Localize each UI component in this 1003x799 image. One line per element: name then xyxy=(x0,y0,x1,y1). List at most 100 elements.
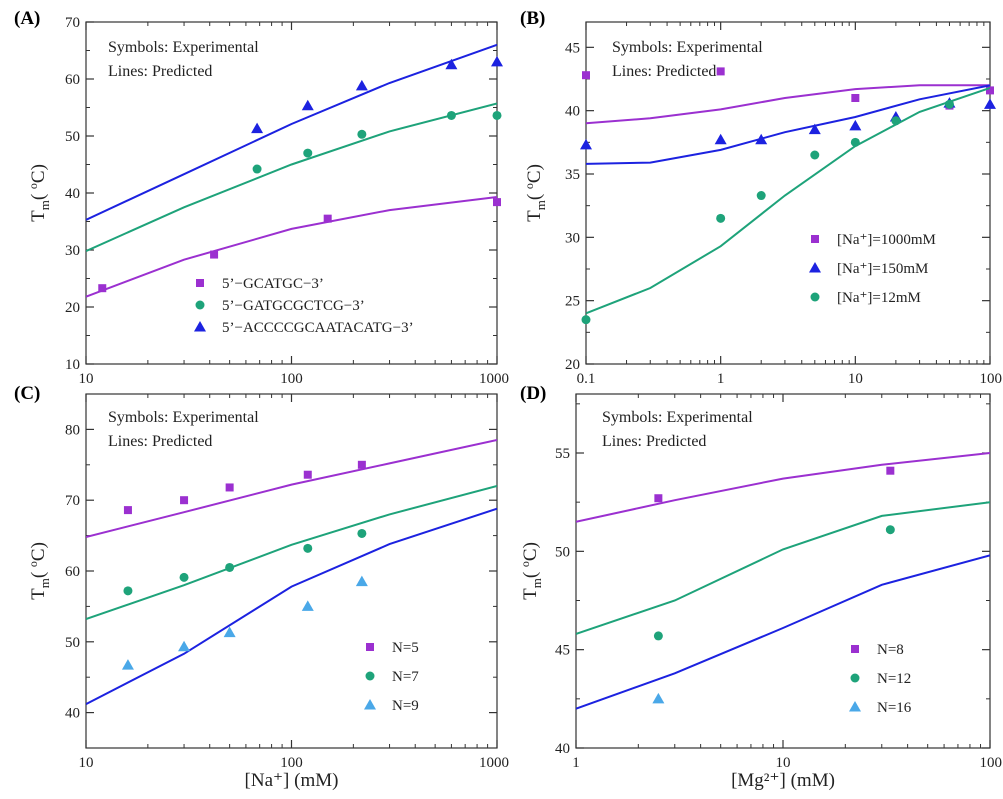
y-tick-label: 60 xyxy=(65,72,80,88)
data-point-series-3 xyxy=(178,640,191,652)
annotation-text: Symbols: Experimental xyxy=(602,409,753,426)
x-tick-label: 1 xyxy=(717,371,725,387)
panel-label: (D) xyxy=(520,383,546,404)
data-point-series-2 xyxy=(252,164,262,174)
y-tick-label: 70 xyxy=(65,493,80,509)
legend-marker xyxy=(196,279,204,287)
chart-panel-3: (C) 10 100 1000 40 50 60 70 80 Tm( oC) [Na⁺] (mM) S… xyxy=(14,383,509,791)
plot-frame xyxy=(585,21,991,365)
legend-marker xyxy=(364,699,376,710)
y-tick-label: 40 xyxy=(65,186,80,202)
data-point-series-3 xyxy=(301,99,314,111)
data-point-series-1 xyxy=(654,494,663,503)
y-tick-label: 50 xyxy=(555,544,570,560)
data-point-series-3 xyxy=(223,626,236,638)
data-point-series-3 xyxy=(491,55,503,67)
annotation-text: Lines: Predicted xyxy=(108,433,212,450)
panel-label: (A) xyxy=(14,8,40,29)
legend-marker xyxy=(811,235,819,243)
data-point-series-3 xyxy=(355,575,368,587)
data-point-series-3 xyxy=(850,137,860,147)
x-tick-label: 100 xyxy=(980,371,1003,387)
data-point-series-2 xyxy=(357,528,367,538)
y-tick-label: 45 xyxy=(565,40,580,56)
annotation-text: Symbols: Experimental xyxy=(612,39,763,56)
data-point-series-2 xyxy=(755,133,768,145)
data-point-series-3 xyxy=(891,116,901,126)
series-line-3 xyxy=(86,507,497,705)
data-point-series-1 xyxy=(357,460,366,469)
legend-label: N=8 xyxy=(877,642,904,658)
annotation-text: Lines: Predicted xyxy=(602,433,706,450)
data-point-series-3 xyxy=(652,692,665,704)
data-point-series-1 xyxy=(716,67,725,76)
series-line-3 xyxy=(576,554,990,710)
data-point-series-1 xyxy=(323,214,332,223)
y-axis-label: Tm( oC) xyxy=(522,164,548,222)
series-line-3 xyxy=(86,43,497,221)
data-point-series-3 xyxy=(445,58,458,70)
legend-label: N=5 xyxy=(392,640,419,656)
annotation-text: Symbols: Experimental xyxy=(108,39,259,56)
y-axis-label: Tm( oC) xyxy=(26,164,52,222)
data-point-series-1 xyxy=(225,483,234,492)
y-tick-label: 80 xyxy=(65,422,80,438)
x-tick-label: 100 xyxy=(280,755,303,771)
chart-panel-4: (D) 1 10 100 40 45 50 55 Tm( oC) [Mg²⁺] (mM) Symbo… xyxy=(518,383,1002,791)
y-tick-label: 60 xyxy=(65,564,80,580)
data-point-series-3 xyxy=(301,600,314,611)
x-axis-label: [Na⁺] (mM) xyxy=(245,770,339,791)
data-point-series-2 xyxy=(357,129,367,139)
data-point-series-1 xyxy=(493,198,501,207)
chart-panel-1: (A) 10 100 1000 10 20 30 40 50 60 70 Tm( oC) Symbols… xyxy=(14,8,509,387)
data-point-series-1 xyxy=(851,94,860,102)
series-line-1 xyxy=(586,84,990,125)
x-axis-label: [Mg²⁺] (mM) xyxy=(731,770,835,791)
x-tick-label: 0.1 xyxy=(577,371,596,387)
annotation-text: Lines: Predicted xyxy=(108,63,212,80)
data-point-series-1 xyxy=(986,86,994,95)
data-point-series-3 xyxy=(121,659,134,670)
data-point-series-2 xyxy=(179,572,189,582)
x-tick-label: 1000 xyxy=(479,371,509,387)
data-point-series-2 xyxy=(492,110,502,120)
y-tick-label: 20 xyxy=(565,357,580,373)
legend-label: [Na⁺]=12mM xyxy=(837,290,921,306)
legend-marker xyxy=(366,643,374,651)
y-tick-label: 25 xyxy=(565,294,580,310)
data-point-series-3 xyxy=(355,79,368,91)
data-point-series-1 xyxy=(180,496,189,505)
data-point-series-1 xyxy=(886,466,895,475)
data-point-series-2 xyxy=(808,123,821,135)
panel-label: (B) xyxy=(520,8,545,29)
series-line-1 xyxy=(86,196,497,298)
legend-label: 5’−ACCCCGCAATACATG−3’ xyxy=(222,320,414,336)
data-point-series-1 xyxy=(303,470,312,479)
annotation-text: Lines: Predicted xyxy=(612,63,716,80)
legend-marker xyxy=(809,262,821,273)
y-tick-label: 40 xyxy=(555,741,570,757)
y-tick-label: 50 xyxy=(65,635,80,651)
panel-label: (C) xyxy=(14,383,40,404)
legend-label: [Na⁺]=150mM xyxy=(837,261,928,277)
y-tick-label: 70 xyxy=(65,15,80,31)
data-point-series-3 xyxy=(716,213,726,223)
x-tick-label: 10 xyxy=(79,371,94,387)
y-tick-label: 40 xyxy=(565,104,580,120)
data-point-series-1 xyxy=(123,506,132,515)
x-tick-label: 1 xyxy=(572,755,580,771)
y-tick-label: 50 xyxy=(65,129,80,145)
data-point-series-3 xyxy=(581,315,591,325)
data-point-series-1 xyxy=(98,284,107,293)
x-tick-label: 10 xyxy=(848,371,863,387)
legend-marker xyxy=(194,321,206,332)
x-tick-label: 10 xyxy=(776,755,791,771)
legend-label: 5’−GCATGC−3’ xyxy=(222,276,324,292)
legend-label: N=7 xyxy=(392,669,419,685)
data-point-series-3 xyxy=(756,191,766,201)
data-point-series-2 xyxy=(303,148,313,158)
legend-label: 5’−GATGCGCTCG−3’ xyxy=(222,298,365,314)
legend-label: N=9 xyxy=(392,698,419,714)
y-tick-label: 55 xyxy=(555,446,570,462)
